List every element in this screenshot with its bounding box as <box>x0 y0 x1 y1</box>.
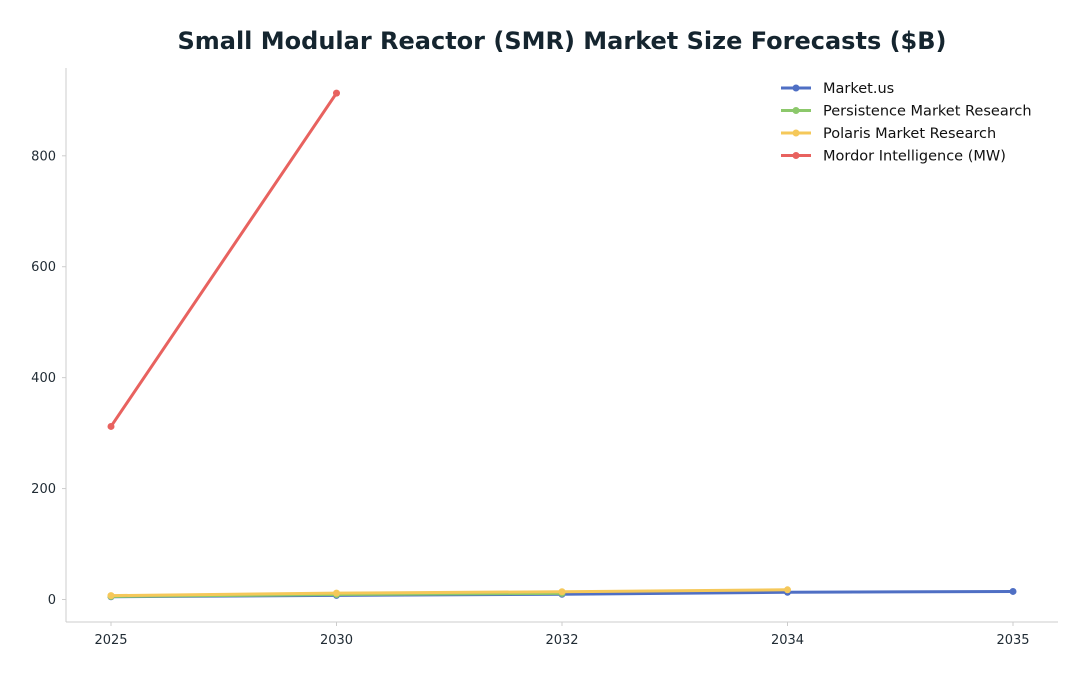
series-line <box>109 91 338 428</box>
data-point <box>558 588 566 596</box>
legend-label: Persistence Market Research <box>823 104 1032 120</box>
legend-swatch-marker <box>792 84 800 92</box>
legend-item: Persistence Market Research <box>781 104 1032 120</box>
legend-label: Market.us <box>823 81 894 97</box>
y-tick-label: 600 <box>31 260 56 275</box>
legend-swatch-marker <box>792 129 800 137</box>
y-tick-label: 400 <box>31 371 56 386</box>
data-point <box>107 592 115 600</box>
legend-swatch-marker <box>792 152 800 159</box>
x-tick-label: 2034 <box>771 633 804 648</box>
data-point <box>1009 587 1017 595</box>
series-3 <box>107 89 340 430</box>
legend: Market.us Persistence Market Research Pola… <box>781 81 1032 165</box>
series-layer <box>107 89 1017 601</box>
x-tick-label: 2025 <box>94 633 127 648</box>
chart-title: Small Modular Reactor (SMR) Market Size … <box>177 27 946 55</box>
y-tick-label: 200 <box>31 482 56 497</box>
series-2 <box>107 586 791 600</box>
legend-item: Market.us <box>781 81 894 97</box>
y-tick-label: 800 <box>31 149 56 164</box>
legend-item: Mordor Intelligence (MW) <box>781 149 1006 165</box>
data-point <box>333 89 340 97</box>
x-tick-label: 2032 <box>545 633 578 648</box>
x-tick-label: 2030 <box>320 633 353 648</box>
x-tick-label: 2035 <box>996 633 1029 648</box>
axes: 0 200 400 600 800 2025 2030 2032 2034 2035 <box>31 68 1058 648</box>
legend-item: Polaris Market Research <box>781 126 996 142</box>
series-line <box>109 588 789 598</box>
legend-label: Polaris Market Research <box>823 126 996 142</box>
data-point <box>107 422 115 430</box>
y-tick-label: 0 <box>48 593 56 608</box>
data-point <box>784 586 791 594</box>
data-point <box>333 589 340 597</box>
legend-swatch-marker <box>792 107 800 114</box>
legend-label: Mordor Intelligence (MW) <box>823 149 1006 165</box>
